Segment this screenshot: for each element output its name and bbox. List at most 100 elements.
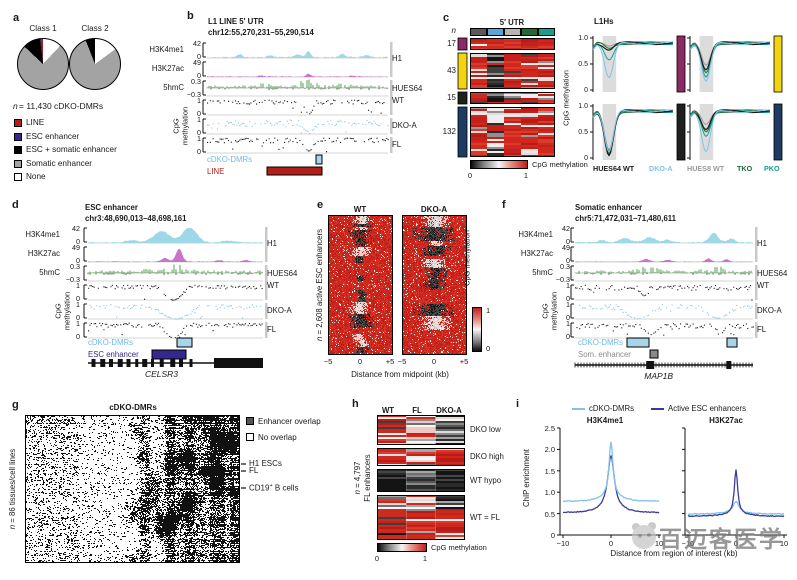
signal-track bbox=[88, 248, 263, 262]
sample-label-HUES64: HUES64 bbox=[267, 269, 298, 278]
sample-label-WT: WT bbox=[757, 281, 770, 290]
gene-exon bbox=[100, 359, 106, 367]
c-curve bbox=[592, 109, 674, 157]
panel-e-heatmap-dko bbox=[402, 215, 467, 355]
gene-exon bbox=[135, 359, 139, 367]
cpg-axis-label: CpG bbox=[171, 118, 181, 134]
c-ytick: 1.0 bbox=[578, 103, 588, 110]
legend-swatch-0 bbox=[14, 119, 22, 127]
cpg-axis-label: CpG bbox=[53, 303, 62, 318]
sample-label-HUES64: HUES64 bbox=[392, 84, 423, 93]
scale-bottom: −0.3 bbox=[65, 275, 80, 284]
annotation-label-0: cDKO-DMRs bbox=[88, 338, 134, 347]
panel-h-letter: h bbox=[352, 398, 359, 410]
scale-top: 0.3 bbox=[70, 262, 80, 271]
pie-class1-title: Class 1 bbox=[29, 24, 57, 33]
scale-top: 1 bbox=[566, 300, 570, 309]
gene-exon bbox=[179, 359, 183, 367]
watermark-text: 百迈客医学 bbox=[659, 526, 784, 552]
panel-h-ylabel-2: FL enhancers bbox=[363, 454, 373, 502]
legend-label-0: LINE bbox=[26, 118, 45, 127]
track-label-5hmC: 5hmC bbox=[39, 268, 60, 277]
column-class-swatch-0 bbox=[470, 28, 487, 36]
panel-h-ylabel-1: = 4,797 bbox=[353, 461, 363, 491]
c-ytick: 0.5 bbox=[578, 61, 588, 68]
annotation-box bbox=[315, 154, 323, 165]
gene-exon bbox=[646, 361, 655, 369]
panel-f-region: chr5:71,472,031–71,480,611 bbox=[575, 214, 677, 223]
scale-top: 42 bbox=[562, 224, 570, 233]
e-xtick: +5 bbox=[385, 357, 395, 366]
group-bar bbox=[390, 80, 393, 115]
c-ytick: 1.0 bbox=[578, 35, 588, 42]
g-row-label-text: CD19 bbox=[249, 483, 270, 493]
cpg-axis-label: methylation bbox=[549, 292, 558, 330]
annotation-label-1: Som. enhancer bbox=[578, 350, 631, 359]
shaded-band bbox=[602, 36, 617, 92]
annotation-label-0: cDKO-DMRs bbox=[578, 338, 624, 347]
c-curve bbox=[689, 41, 770, 82]
track-label-H3K4me1: H3K4me1 bbox=[149, 45, 184, 54]
cluster-bar-15 bbox=[457, 91, 468, 105]
scale-top: 49 bbox=[193, 58, 201, 67]
signal-track bbox=[575, 232, 753, 243]
scale-bottom: 0 bbox=[197, 147, 201, 156]
scale-top: 1 bbox=[566, 281, 570, 290]
signal-track bbox=[207, 73, 388, 77]
h-group-3: WT = FL bbox=[470, 512, 500, 522]
cluster-n-15: 15 bbox=[447, 93, 456, 102]
c-curve bbox=[689, 109, 770, 153]
legend-swatch-3 bbox=[14, 159, 22, 168]
sample-label-FL: FL bbox=[757, 325, 767, 334]
panel-e-colorbar-label: CpG methylation bbox=[462, 230, 472, 286]
signal-track bbox=[88, 228, 263, 243]
i-ytick-label: 0.5 bbox=[544, 509, 555, 519]
gene-exon bbox=[151, 359, 154, 367]
dot-track bbox=[576, 323, 754, 336]
cpg-axis-label: CpG bbox=[540, 303, 550, 319]
column-class-swatch-1 bbox=[487, 28, 504, 36]
cpg-axis-label: CpG bbox=[540, 303, 550, 319]
legend-label-1: ESC enhancer bbox=[26, 131, 80, 141]
c-plot-cluster-bar bbox=[676, 35, 686, 93]
panel-a-letter: a bbox=[13, 12, 20, 24]
group-bar bbox=[390, 118, 393, 134]
dot-track bbox=[207, 99, 385, 115]
watermark-logo-shape bbox=[647, 533, 651, 537]
panel-c-yaxis-label: CpG methylation bbox=[561, 70, 571, 126]
sample-label-FL: FL bbox=[392, 140, 402, 149]
panel-e-ylabel: = 2,608 active ESC enhancers bbox=[315, 228, 325, 337]
g-row-label-text: FL bbox=[249, 466, 259, 475]
colorbar-tick-0: 0 bbox=[467, 171, 473, 180]
sample-label-H1: H1 bbox=[267, 239, 277, 248]
scale-top: 0.3 bbox=[191, 77, 201, 86]
i-legend-cdko: cDKO-DMRs bbox=[589, 404, 635, 413]
panel-h-heatmap-2 bbox=[377, 469, 465, 492]
legend-label-4: None bbox=[26, 172, 46, 181]
e-colorbar-tick-1: 1 bbox=[486, 306, 491, 315]
scale-top: 1 bbox=[197, 96, 201, 105]
gene-exon bbox=[142, 359, 148, 367]
e-xtick: 0 bbox=[357, 357, 363, 366]
track-label-H3K4me1: H3K4me1 bbox=[518, 230, 553, 239]
h-group-0: DKO low bbox=[470, 425, 501, 434]
h-column-FL: FL bbox=[412, 406, 422, 415]
scale-top: 1 bbox=[76, 300, 80, 309]
gene-exon bbox=[126, 359, 131, 367]
signal-track bbox=[575, 258, 753, 262]
annotation-box bbox=[151, 349, 187, 360]
panel-e-letter: e bbox=[317, 199, 324, 211]
watermark-logo-shape bbox=[632, 525, 656, 549]
scale-top: 42 bbox=[193, 39, 201, 48]
pie-class1 bbox=[17, 38, 69, 90]
scale-top: 0.3 bbox=[560, 262, 570, 271]
panel-h-heatmap-1 bbox=[377, 448, 465, 466]
panel-c-colorbar-label: CpG methylation bbox=[532, 160, 588, 169]
panel-d-letter: d bbox=[12, 199, 19, 211]
gene-exon bbox=[726, 361, 732, 369]
panel-c-heatmap-43 bbox=[470, 53, 555, 89]
c-plot-cluster-bar bbox=[773, 35, 783, 93]
cpg-axis-label: methylation bbox=[180, 106, 190, 146]
